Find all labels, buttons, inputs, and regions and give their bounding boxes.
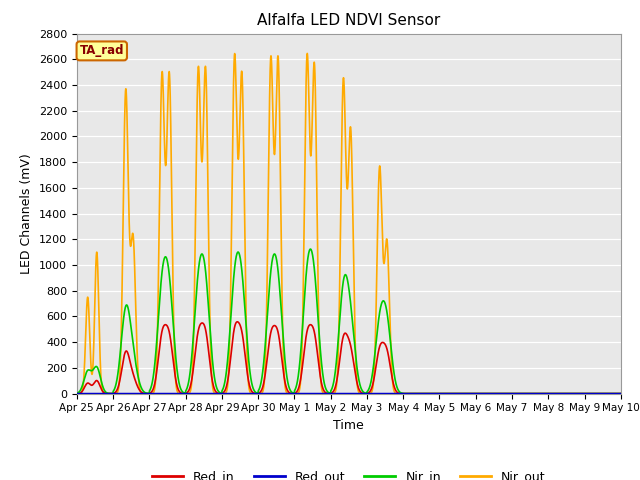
Line: Nir_in: Nir_in	[77, 249, 621, 394]
X-axis label: Time: Time	[333, 419, 364, 432]
Red_out	[192, 391, 200, 396]
Nir_in	[132, 363, 140, 369]
Title: Alfalfa LED NDVI Sensor: Alfalfa LED NDVI Sensor	[257, 13, 440, 28]
Red_in	[361, 391, 369, 396]
Red_in	[234, 319, 241, 324]
Y-axis label: LED Channels (mV): LED Channels (mV)	[20, 153, 33, 274]
Legend: Red_in, Red_out, Nir_in, Nir_out: Red_in, Red_out, Nir_in, Nir_out	[147, 465, 550, 480]
Red_out	[73, 391, 81, 396]
Nir_out	[204, 144, 211, 150]
Nir_in	[204, 289, 211, 295]
Red_in	[399, 391, 407, 396]
Nir_in	[192, 294, 200, 300]
Nir_out	[192, 168, 200, 173]
Nir_out	[90, 329, 98, 335]
Nir_out	[73, 391, 81, 396]
Nir_out	[545, 391, 552, 396]
Red_out	[361, 391, 369, 396]
Red_out	[132, 391, 140, 396]
Nir_in	[617, 391, 625, 396]
Text: TA_rad: TA_rad	[79, 44, 124, 58]
Nir_in	[545, 391, 552, 396]
Nir_in	[399, 391, 407, 396]
Red_in	[192, 342, 200, 348]
Red_in	[90, 380, 98, 386]
Red_out	[617, 391, 625, 396]
Line: Red_in: Red_in	[77, 322, 621, 394]
Red_in	[545, 391, 552, 396]
Nir_out	[361, 391, 369, 396]
Red_in	[617, 391, 625, 396]
Red_out	[204, 391, 211, 396]
Red_in	[204, 338, 211, 344]
Line: Nir_out: Nir_out	[77, 53, 621, 394]
Nir_in	[307, 246, 314, 252]
Nir_in	[73, 390, 81, 396]
Red_out	[90, 391, 98, 396]
Red_in	[132, 380, 140, 385]
Nir_out	[399, 391, 407, 396]
Red_out	[545, 391, 552, 396]
Nir_in	[361, 390, 369, 396]
Nir_in	[90, 365, 98, 371]
Red_in	[73, 391, 81, 396]
Nir_out	[303, 50, 311, 56]
Nir_out	[617, 391, 625, 396]
Nir_out	[132, 316, 140, 322]
